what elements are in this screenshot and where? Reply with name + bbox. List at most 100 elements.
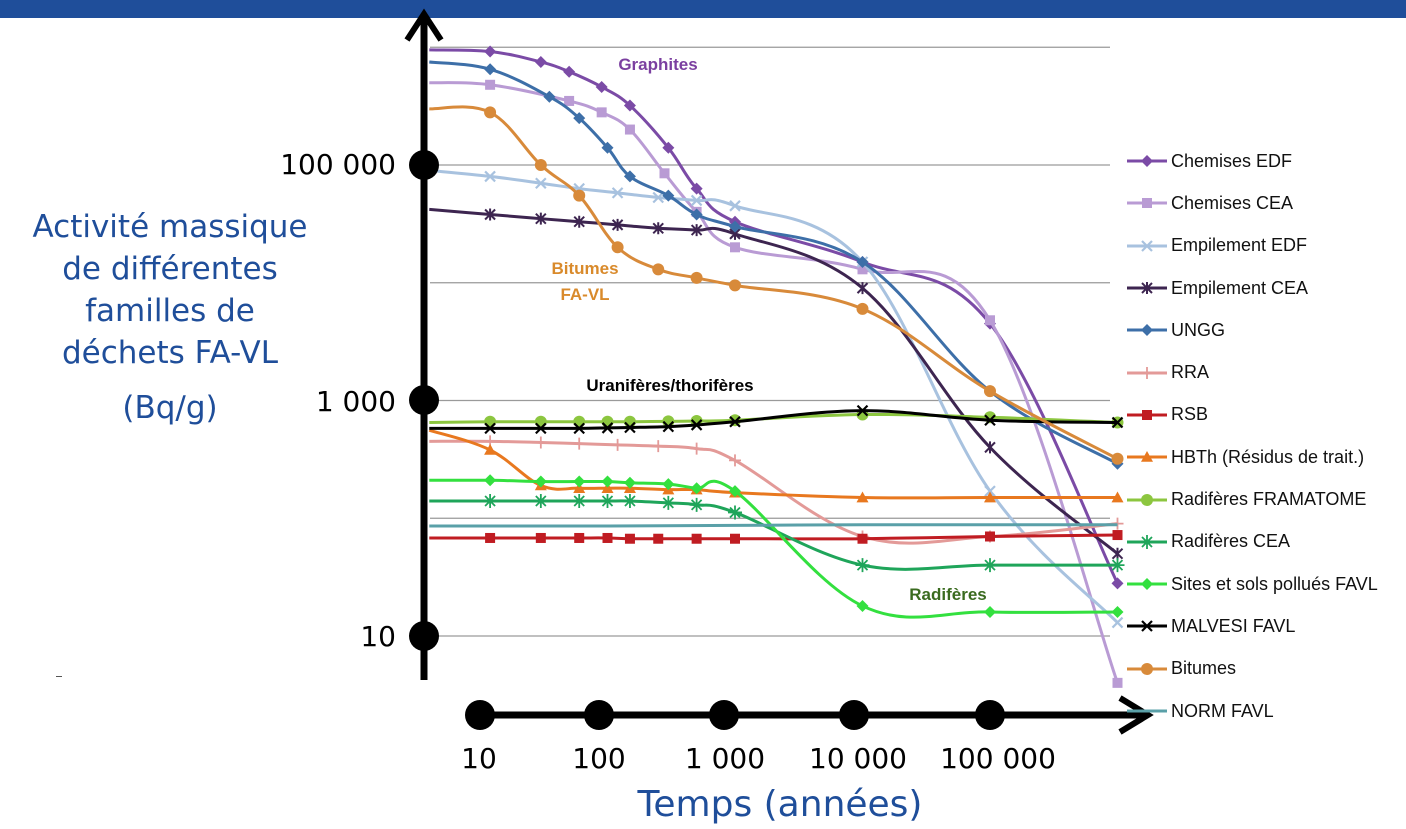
data-point [574,532,585,543]
data-point [600,494,615,509]
legend-label: NORM FAVL [1171,700,1274,721]
x-tick-label: 10 [461,742,497,775]
data-point [856,491,869,503]
data-point [1111,616,1124,629]
x-axis-dot [584,700,614,730]
data-point [483,494,498,509]
legend-swatch [1127,620,1167,633]
data-point [984,485,996,497]
data-point [624,124,635,135]
data-point [1142,409,1152,420]
data-point [689,497,704,512]
data-point [729,485,741,498]
x-axis-arrowhead [1118,695,1154,735]
y-axis-dot [409,621,439,651]
data-point [1111,577,1124,590]
data-point [623,99,636,112]
data-point [624,421,636,434]
data-point [856,302,869,315]
data-point [534,55,547,68]
legend-label: Empilement EDF [1171,235,1308,256]
data-point [572,494,587,509]
data-point [1112,677,1123,688]
data-point [534,159,547,171]
stray-mark [56,676,62,677]
legend-item: RSB [1125,394,1405,436]
data-point [535,177,547,190]
data-point [573,437,586,450]
series-empilement-cea [429,207,1124,560]
series-line [428,428,1118,500]
x-axis-dot [709,700,739,730]
data-point [484,474,497,487]
data-point [1141,282,1153,295]
data-point [534,475,547,488]
data-point [601,475,614,488]
legend-label: UNGG [1171,319,1225,340]
data-point [485,79,496,90]
data-point [543,90,556,103]
data-point [623,170,636,183]
legend-swatch [1127,366,1167,379]
data-point [1140,534,1154,549]
legend-label: MALVESI FAVL [1171,615,1296,636]
data-point [985,315,995,326]
series-chemises-edf [429,45,1124,590]
legend-item: Chemises EDF [1125,140,1405,182]
data-point [1141,155,1153,168]
annotation-radiferes: Radifères [909,585,987,604]
data-point [564,95,575,106]
data-point [652,440,665,453]
legend-label: Chemises EDF [1171,150,1293,171]
data-point [601,415,614,428]
data-point [690,271,703,284]
annotation-uraniferes: Uranifères/thorifères [586,376,754,395]
top-banner [0,0,1406,18]
data-point [690,208,703,221]
data-point [659,168,670,179]
data-point [662,420,675,433]
series-bitumes [429,105,1124,465]
data-point [984,441,996,454]
data-point [652,263,665,276]
data-point [691,533,702,544]
series-line [429,48,1119,585]
legend-swatch [1127,324,1167,337]
data-point [1141,239,1153,252]
data-point [857,533,868,544]
axes [404,8,1154,735]
data-point [1111,416,1124,429]
legend-item: Radifères FRAMATOME [1125,478,1405,520]
data-point [534,415,547,428]
series-radif-res-cea [429,494,1125,573]
y-axis-arrowhead [404,8,444,42]
data-point [1112,530,1123,541]
data-point [1141,578,1153,591]
series-layer [428,45,1125,688]
data-point [652,222,664,235]
y-axis-label-line: de différentes [62,251,278,287]
legend-item: Empilement CEA [1125,267,1405,309]
legend-swatch [1127,709,1167,713]
legend-swatch [1127,409,1167,420]
y-tick-label: 1 000 [315,385,396,418]
series-line [429,105,1119,461]
data-point [690,419,703,431]
data-point [1141,493,1153,506]
data-point [728,505,742,520]
legend-item: NORM FAVL [1125,690,1405,732]
gridlines [430,46,1110,637]
data-point [984,491,996,503]
data-point [484,415,497,428]
annotation-graphites: Graphites [618,55,698,74]
y-axis-dot [409,385,439,415]
legend-item: RRA [1125,351,1405,393]
legend-item: Sites et sols pollués FAVL [1125,563,1405,605]
data-point [573,112,586,125]
x-axis-label: Temps (années) [637,784,923,825]
legend-label: RSB [1171,404,1209,425]
data-point [573,482,586,493]
x-tick-label: 100 [572,742,626,775]
data-point [595,80,608,93]
legend-swatch [1127,534,1167,549]
